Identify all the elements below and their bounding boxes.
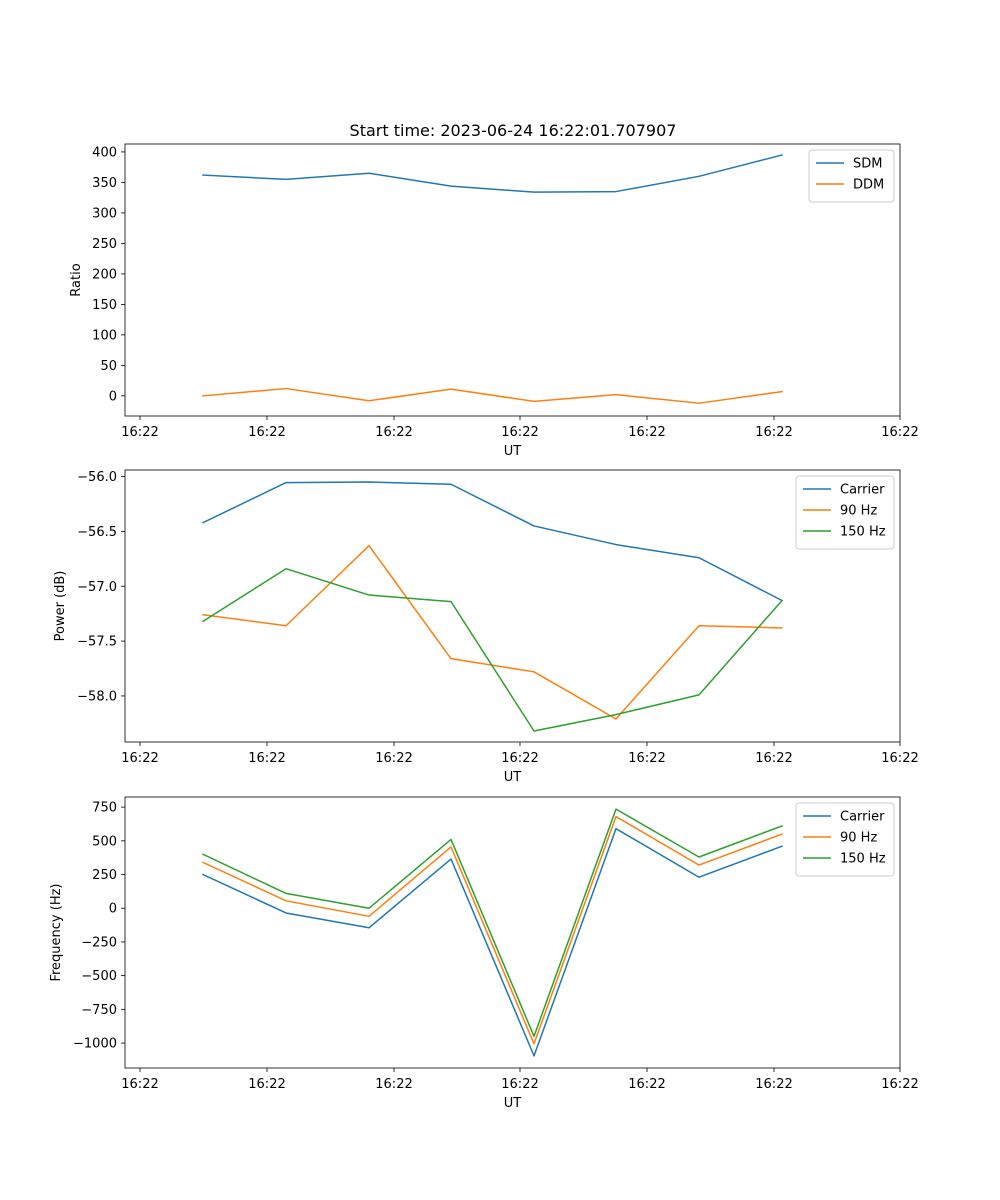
x-tick-label: 16:22 <box>881 1077 918 1092</box>
x-tick-label: 16:22 <box>121 1077 158 1092</box>
legend-label: SDM <box>853 157 882 172</box>
series-line-carrier <box>201 481 784 602</box>
y-tick-label: −500 <box>81 969 117 984</box>
x-axis-label: UT <box>504 770 522 785</box>
axes-frame <box>124 796 901 1069</box>
x-tick-label: 16:22 <box>881 751 918 766</box>
y-tick-label: −57.5 <box>77 635 117 650</box>
x-tick-label: 16:22 <box>121 425 158 440</box>
legend-label: DDM <box>853 178 884 193</box>
y-tick-label: 250 <box>92 868 117 883</box>
subplot-3: 16:22 16:22 16:22 16:22 16:22 16:22 16:22 −1000… <box>49 796 919 1111</box>
y-tick-label: 400 <box>92 145 117 160</box>
legend-label: 90 Hz <box>840 831 877 846</box>
series-line-150-hz <box>202 808 783 1038</box>
legend: SDM DDM <box>808 149 895 203</box>
y-tick-label: 750 <box>92 801 117 816</box>
y-tick-label: 300 <box>92 206 117 221</box>
y-tick-label: 500 <box>92 834 117 849</box>
x-axis-label: UT <box>504 444 522 459</box>
y-tick-label: −250 <box>81 935 117 950</box>
legend: Carrier 90 Hz 150 Hz <box>795 802 895 877</box>
subplots: 16:22 16:22 16:22 16:22 16:22 16:22 16:22 0 50 10… <box>49 143 919 1111</box>
y-tick-label: −58.0 <box>77 689 117 704</box>
y-tick-label: 350 <box>92 176 117 191</box>
x-tick-label: 16:22 <box>248 751 285 766</box>
x-tick-label: 16:22 <box>501 425 538 440</box>
y-tick-label: −56.5 <box>77 525 117 540</box>
x-tick-label: 16:22 <box>628 425 665 440</box>
legend-label: 150 Hz <box>840 525 886 540</box>
series-line-ddm <box>202 387 783 404</box>
x-tick-label: 16:22 <box>375 1077 412 1092</box>
series-line-carrier <box>202 827 783 1057</box>
y-tick-label: −1000 <box>73 1037 117 1052</box>
x-tick-label: 16:22 <box>121 751 158 766</box>
chart-title: Start time: 2023-06-24 16:22:01.707907 <box>350 121 677 140</box>
x-tick-label: 16:22 <box>628 751 665 766</box>
y-tick-label: −750 <box>81 1003 117 1018</box>
y-tick-label: 250 <box>92 237 117 252</box>
y-axis-label: Frequency (Hz) <box>49 883 64 981</box>
y-axis-label: Power (dB) <box>53 571 68 642</box>
series-line-150-hz <box>201 567 784 732</box>
axes-frame <box>124 143 901 417</box>
series-line-90-hz <box>202 815 783 1045</box>
legend: Carrier 90 Hz 150 Hz <box>795 475 895 550</box>
subplot-2: 16:22 16:22 16:22 16:22 16:22 16:22 16:22 −58.0… <box>53 469 919 785</box>
x-tick-label: 16:22 <box>755 751 792 766</box>
x-axis-label: UT <box>504 1096 522 1111</box>
legend-label: Carrier <box>840 810 885 825</box>
x-tick-label: 16:22 <box>755 1077 792 1092</box>
legend-label: Carrier <box>840 483 885 498</box>
x-tick-label: 16:22 <box>375 751 412 766</box>
x-tick-label: 16:22 <box>248 425 285 440</box>
x-tick-label: 16:22 <box>755 425 792 440</box>
x-tick-label: 16:22 <box>501 751 538 766</box>
y-tick-label: −57.0 <box>77 580 117 595</box>
y-tick-label: 100 <box>92 328 117 343</box>
y-axis-label: Ratio <box>69 263 84 296</box>
series-line-sdm <box>202 154 783 193</box>
subplot-1: 16:22 16:22 16:22 16:22 16:22 16:22 16:22 0 50 10… <box>69 143 919 459</box>
axes-frame <box>124 469 901 743</box>
series-line-90-hz <box>202 544 783 720</box>
x-tick-label: 16:22 <box>501 1077 538 1092</box>
legend-label: 90 Hz <box>840 504 877 519</box>
legend-label: 150 Hz <box>840 852 886 867</box>
y-tick-label: 50 <box>100 359 117 374</box>
x-tick-label: 16:22 <box>881 425 918 440</box>
y-tick-label: −56.0 <box>77 470 117 485</box>
x-tick-label: 16:22 <box>248 1077 285 1092</box>
y-tick-label: 150 <box>92 298 117 313</box>
y-tick-label: 0 <box>109 389 117 404</box>
y-tick-label: 0 <box>109 902 117 917</box>
y-tick-label: 200 <box>92 267 117 282</box>
x-tick-label: 16:22 <box>628 1077 665 1092</box>
x-tick-label: 16:22 <box>375 425 412 440</box>
